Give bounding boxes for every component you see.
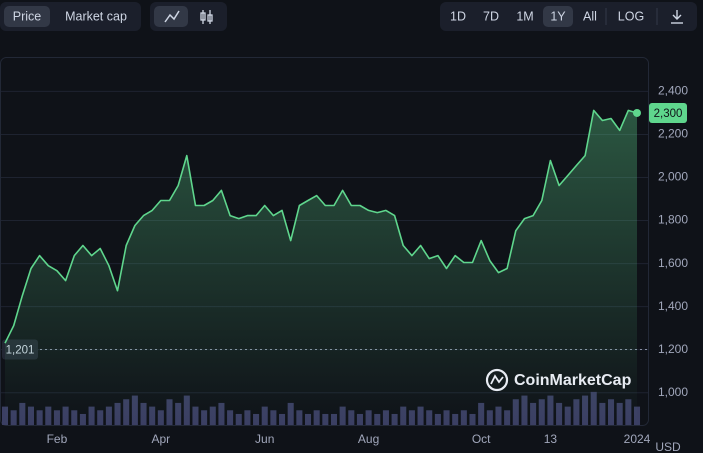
range-button[interactable]: 1M xyxy=(516,9,533,23)
x-tick-label: Oct xyxy=(472,432,491,446)
y-tick-label: 1,400 xyxy=(658,299,688,313)
last-price-label: 2,300 xyxy=(654,108,683,120)
last-price-tag xyxy=(649,102,687,123)
area xyxy=(5,110,637,426)
x-tick-label: 13 xyxy=(544,432,558,446)
range-button[interactable]: 1D xyxy=(450,9,466,23)
line-icon xyxy=(164,10,180,23)
x-tick-label: Jun xyxy=(255,432,274,446)
tab-market-cap[interactable]: Market cap xyxy=(65,9,127,23)
candle-icon[interactable] xyxy=(200,10,213,24)
y-tick-label: 2,200 xyxy=(658,127,688,141)
tab-price[interactable]: Price xyxy=(13,9,42,23)
last-point xyxy=(633,108,641,117)
y-tick-label: 1,200 xyxy=(658,342,688,356)
y-tick-label: 1,800 xyxy=(658,213,688,227)
range-button[interactable]: 1Y xyxy=(550,9,566,23)
range-button[interactable]: 7D xyxy=(483,9,499,23)
y-tick-label: 1,000 xyxy=(658,385,688,399)
plot-frame xyxy=(0,57,649,426)
log-button[interactable]: LOG xyxy=(618,9,644,23)
watermark-text: CoinMarketCap xyxy=(514,372,632,389)
y-tick-label: 2,000 xyxy=(658,170,688,184)
download-icon[interactable] xyxy=(671,10,683,24)
range-button[interactable]: All xyxy=(583,9,597,23)
y-tick-label: 2,400 xyxy=(658,84,688,98)
y-tick-label: 1,600 xyxy=(658,256,688,270)
x-tick-label: Apr xyxy=(151,432,170,446)
tab-active[interactable] xyxy=(4,6,50,27)
x-tick-label: 2024 xyxy=(624,432,651,446)
x-tick-label: Aug xyxy=(358,432,379,446)
price-line xyxy=(4,109,638,344)
x-tick-label: Feb xyxy=(47,432,68,446)
currency-label: USD xyxy=(655,440,681,453)
range-active[interactable] xyxy=(543,6,573,27)
watermark: CoinMarketCap xyxy=(485,368,632,392)
plot: 1,000 1,200 1,400 1,600 1,800 2,000 2,200 2,400… xyxy=(1,84,688,446)
